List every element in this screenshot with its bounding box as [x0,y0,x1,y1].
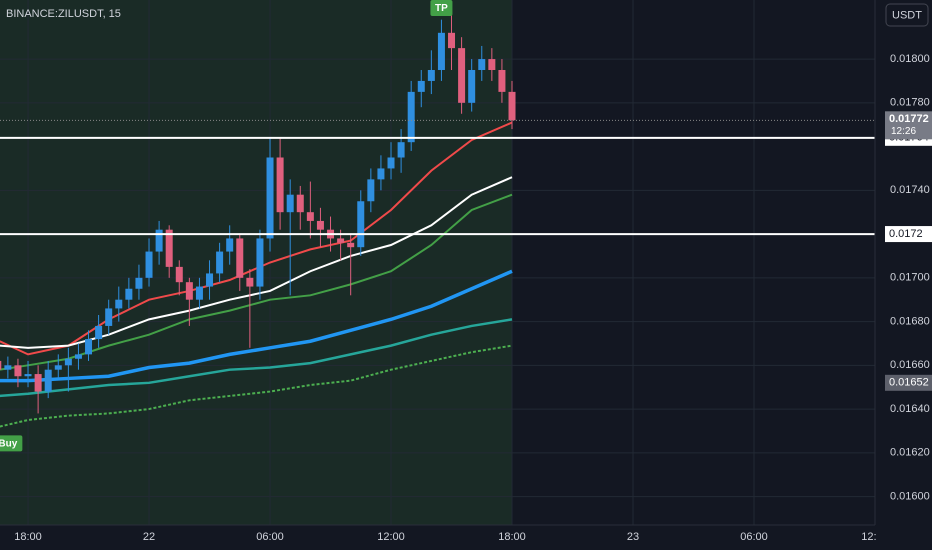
candle-body [44,369,52,392]
candle-body [246,277,254,287]
chart-title: BINANCE:ZILUSDT, 15 [6,8,121,20]
last-price-box [885,111,932,140]
candle-body [306,212,314,221]
candle-body [206,273,214,287]
y-tick-label: 0.01620 [890,447,930,459]
price-axis [875,0,932,550]
marker-price-box [885,374,932,391]
candle-body [347,242,355,248]
price-label-box [885,226,932,243]
price-label: 0.0172 [889,228,923,240]
candle-body [276,157,284,213]
candle-body [145,251,153,278]
candle-body [34,374,42,392]
candle-body [24,374,32,377]
candle-body [296,194,304,213]
candle-body [95,325,103,340]
candle-body [377,168,385,180]
candle-body [105,308,113,326]
x-tick-label: 06:00 [256,531,284,543]
candle-body [417,80,425,92]
x-tick-label: 22 [143,531,155,543]
candle-body [54,365,62,370]
y-tick-label: 0.01680 [890,315,930,327]
y-tick-label: 0.01660 [890,359,930,371]
candle-body [185,282,193,300]
last-price-label: 0.01772 [889,113,929,125]
candle-body [498,70,506,92]
x-tick-label: 06:00 [740,531,768,543]
candle-body [195,286,203,300]
time-axis [0,525,932,550]
x-tick-label: 12:00 [377,531,405,543]
candle-body [175,266,183,283]
candle-body [397,142,405,158]
y-tick-label: 0.01780 [890,97,930,109]
candle-body [407,91,415,143]
signal-text: TP [435,3,448,14]
candle-body [64,358,72,366]
candle-body [427,70,435,81]
y-tick-label: 0.01640 [890,403,930,415]
candle-body [125,288,133,300]
candle-body [135,277,143,289]
candle-body [115,299,123,309]
plot [0,15,516,428]
candle-body [266,157,274,239]
candle-body [4,365,12,370]
candle-body [14,365,22,377]
candle-body [468,70,476,103]
countdown-label: 12:26 [891,126,916,137]
candle-body [236,238,244,278]
candle-body [357,201,365,248]
signal-badge [430,0,453,16]
y-tick-label: 0.01800 [890,53,930,65]
x-tick-label: 18:00 [14,531,42,543]
moving-average-line [0,318,513,398]
candle-body [458,48,466,103]
x-tick-label: 18:00 [498,531,526,543]
candle-body [0,360,2,370]
x-tick-label: 23 [627,531,639,543]
candle-body [286,194,294,213]
y-tick-label: 0.01740 [890,184,930,196]
candle-body [508,91,516,121]
marker-price-label: 0.01652 [889,377,929,389]
candle-body [367,179,375,202]
candle-body [488,59,496,70]
candle-body [437,32,445,70]
signal-badge [0,435,23,452]
moving-average-line [0,269,513,383]
axis-cover [876,526,932,550]
candle-body [387,157,395,169]
candle-body [256,238,264,287]
candle-body [478,59,486,70]
candle-body [226,238,234,252]
y-tick-label: 0.01600 [890,490,930,502]
y-tick-label: 0.01700 [890,272,930,284]
candle-body [85,339,93,355]
moving-average-line [0,344,513,428]
currency-button-text[interactable]: USDT [892,9,922,21]
candle-body [165,229,173,267]
candle-body [216,251,224,274]
signal-text: Buy [0,438,18,449]
candle-body [337,238,345,243]
session-background [0,0,513,525]
currency-button[interactable] [885,3,929,27]
candle-body [74,354,82,359]
candle-body [316,220,324,230]
candle-body [448,32,456,49]
candle-body [155,229,163,252]
